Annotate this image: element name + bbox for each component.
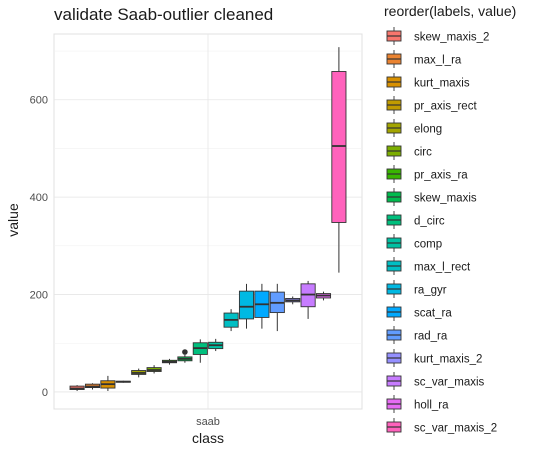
legend-label: kurt_maxis_2	[414, 354, 482, 366]
legend-item-max_l_rect: max_l_rect	[386, 257, 471, 275]
legend-label: pr_axis_rect	[414, 101, 477, 113]
box-skew_maxis	[177, 349, 193, 363]
y-tick-label: 0	[42, 387, 48, 399]
legend-item-d_circ: d_circ	[386, 211, 445, 229]
box-pr_axis_ra	[161, 358, 178, 365]
box-circ	[146, 365, 162, 374]
legend-label: max_l_rect	[414, 262, 471, 274]
x-axis-title: class	[192, 430, 224, 446]
legend-label: scat_ra	[414, 308, 452, 320]
legend-item-rad_ra: rad_ra	[386, 326, 448, 344]
legend-label: pr_axis_ra	[414, 170, 468, 182]
legend-item-pr_axis_rect: pr_axis_rect	[386, 96, 477, 114]
legend-label: rad_ra	[414, 331, 448, 343]
legend-item-sc_var_maxis: sc_var_maxis	[386, 372, 485, 390]
x-axis-ticks: saab	[196, 416, 220, 428]
legend-label: sc_var_maxis	[414, 377, 485, 389]
legend-item-pr_axis_ra: pr_axis_ra	[386, 165, 468, 183]
box-max_l_ra	[84, 383, 101, 390]
legend-label: sc_var_maxis_2	[414, 423, 497, 435]
box-kurt_maxis_2	[285, 296, 301, 305]
box-max_l_rect	[223, 309, 239, 332]
legend-item-skew_maxis_2: skew_maxis_2	[386, 27, 489, 45]
legend-label: elong	[414, 124, 442, 136]
y-axis-ticks: 0 200 400 600	[30, 95, 48, 399]
legend-label: kurt_maxis	[414, 78, 470, 90]
box-rad_ra	[269, 283, 285, 332]
legend-item-ra_gyr: ra_gyr	[386, 280, 447, 298]
legend-label: skew_maxis	[414, 193, 477, 205]
y-tick-label: 400	[30, 192, 48, 204]
legend-item-skew_maxis: skew_maxis	[386, 188, 477, 206]
outlier-point	[182, 349, 188, 355]
legend-item-max_l_ra: max_l_ra	[386, 50, 462, 68]
chart-title: validate Saab-outlier cleaned	[54, 5, 273, 24]
legend-item-scat_ra: scat_ra	[386, 303, 452, 321]
box-sc_var_maxis	[300, 280, 316, 319]
legend-title: reorder(labels, value)	[384, 3, 516, 19]
box-d_circ	[192, 339, 208, 363]
legend-label: circ	[414, 147, 432, 159]
legend-item-holl_ra: holl_ra	[386, 395, 449, 413]
box-ra_gyr	[238, 283, 255, 329]
y-tick-label: 600	[30, 95, 48, 107]
legend-item-comp: comp	[386, 234, 442, 252]
y-tick-label: 200	[30, 290, 48, 302]
legend-label: d_circ	[414, 216, 445, 228]
box-comp	[208, 338, 224, 352]
box-body	[331, 71, 347, 223]
legend-item-sc_var_maxis_2: sc_var_maxis_2	[386, 418, 497, 436]
box-holl_ra	[315, 291, 332, 301]
legend-label: ra_gyr	[414, 285, 447, 297]
legend-label: holl_ra	[414, 400, 449, 412]
box-sc_var_maxis_2	[331, 47, 347, 273]
box-pr_axis_rect	[115, 380, 131, 383]
legend-label: comp	[414, 239, 442, 251]
box-kurt_maxis	[100, 375, 116, 391]
box-skew_maxis_2	[69, 385, 85, 391]
legend-item-circ: circ	[386, 142, 432, 160]
legend-item-kurt_maxis: kurt_maxis	[386, 73, 470, 91]
boxplots	[69, 47, 347, 391]
legend-label: skew_maxis_2	[414, 32, 489, 44]
legend: skew_maxis_2 max_l_ra kurt_maxis pr_axis_re…	[386, 27, 497, 436]
box-scat_ra	[254, 283, 270, 329]
legend-label: max_l_ra	[414, 55, 462, 67]
box-body	[238, 290, 255, 320]
y-axis-title: value	[5, 203, 21, 237]
x-tick-label: saab	[196, 416, 220, 428]
box-elong	[131, 368, 147, 378]
legend-item-kurt_maxis_2: kurt_maxis_2	[386, 349, 482, 367]
legend-item-elong: elong	[386, 119, 442, 137]
